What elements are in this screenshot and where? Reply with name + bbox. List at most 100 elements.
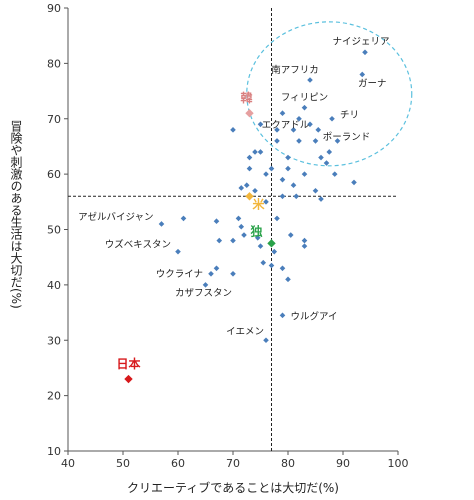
data-point — [238, 185, 245, 191]
x-tick-label: 70 — [226, 457, 240, 470]
data-point — [257, 149, 264, 155]
point-label: チリ — [340, 110, 359, 121]
data-point — [252, 187, 258, 194]
highlighted-data-point — [124, 374, 133, 384]
highlight-label: 独 — [249, 223, 262, 238]
data-point — [213, 218, 220, 224]
data-point — [263, 171, 269, 177]
data-point — [285, 276, 291, 283]
data-point — [285, 154, 291, 161]
point-label: アゼルバイジャン — [78, 211, 153, 223]
data-point — [279, 265, 286, 272]
data-point — [246, 165, 253, 172]
data-point — [216, 237, 223, 244]
data-point — [279, 110, 286, 117]
highlighted-data-point — [245, 192, 254, 201]
y-tick-label: 30 — [47, 334, 61, 347]
points-layer — [124, 49, 368, 384]
data-point — [243, 182, 250, 188]
y-tick-label: 50 — [47, 224, 61, 237]
cluster-ellipse — [246, 21, 413, 167]
point-label: カザフスタン — [175, 288, 232, 299]
x-tick-label: 90 — [336, 457, 350, 470]
x-tick-label: 60 — [171, 457, 185, 470]
point-label: ガーナ — [358, 78, 387, 89]
data-point — [252, 149, 258, 155]
data-point — [230, 271, 236, 277]
data-point — [268, 262, 275, 269]
point-label: 南アフリカ — [271, 64, 319, 76]
data-point — [274, 127, 280, 133]
data-point — [290, 182, 297, 188]
y-tick-label: 70 — [47, 113, 61, 126]
data-point — [301, 171, 308, 177]
highlight-label: 米 — [252, 196, 265, 211]
highlight-label: 日本 — [116, 356, 140, 371]
y-tick-label: 80 — [47, 57, 61, 70]
cluster-ellipse-layer — [246, 21, 413, 167]
data-point — [254, 235, 261, 241]
data-point — [241, 232, 247, 238]
y-tick-label: 40 — [47, 279, 61, 292]
point-label: ウクライナ — [156, 269, 203, 280]
data-point — [312, 138, 319, 144]
data-point — [318, 154, 324, 161]
labeled-data-point — [362, 49, 368, 56]
data-point — [301, 243, 308, 249]
point-label: イエメン — [226, 326, 264, 337]
data-point — [238, 223, 245, 230]
data-point — [312, 187, 319, 194]
data-point — [285, 165, 291, 172]
highlighted-data-point — [245, 109, 254, 118]
data-point — [296, 115, 302, 122]
data-point — [296, 138, 302, 144]
point-label: ウルグアイ — [291, 310, 338, 322]
labeled-data-point — [175, 248, 181, 255]
data-point — [246, 154, 253, 161]
point-label: ポーランド — [323, 132, 371, 143]
labeled-data-point — [334, 138, 341, 144]
labeled-data-point — [307, 77, 313, 83]
data-point — [230, 237, 236, 244]
labeled-data-point — [301, 104, 308, 111]
data-point — [271, 248, 278, 255]
labeled-data-point — [329, 115, 335, 122]
y-axis-title: 冒険や刺激のある生活は大切だ(%) — [9, 120, 23, 309]
data-point — [279, 193, 286, 200]
labels-layer: ナイジェリア南アフリカガーナフィリピンチリエクアドルポーランドアゼルバイジャンウ… — [78, 36, 389, 371]
data-point — [230, 127, 236, 133]
point-label: フィリピン — [281, 93, 328, 104]
data-point — [274, 215, 280, 222]
data-point — [326, 149, 333, 155]
labeled-data-point — [158, 221, 165, 227]
data-point — [263, 199, 269, 205]
axes: 40 50 60 70 80 90 100 10 20 30 40 50 60 70 80 90 — [47, 2, 409, 470]
data-point — [268, 165, 275, 172]
data-point — [301, 237, 308, 244]
data-point — [213, 265, 220, 272]
data-point — [274, 138, 280, 144]
y-tick-label: 10 — [47, 445, 61, 458]
x-tick-label: 80 — [281, 457, 295, 470]
labeled-data-point — [202, 282, 209, 288]
highlighted-data-point — [267, 239, 276, 248]
x-tick-label: 50 — [116, 457, 130, 470]
y-tick-label: 60 — [47, 168, 61, 181]
data-point — [180, 215, 187, 222]
x-tick-label: 40 — [61, 457, 75, 470]
x-tick-label: 100 — [388, 457, 409, 470]
point-label: ナイジェリア — [332, 36, 389, 47]
reference-lines — [68, 8, 398, 451]
data-point — [260, 259, 267, 266]
point-label: ウズベキスタン — [105, 239, 171, 251]
data-point — [287, 232, 294, 238]
data-point — [331, 171, 338, 177]
data-point — [257, 243, 264, 249]
data-point — [235, 215, 242, 222]
data-point — [323, 160, 330, 166]
point-label: エクアドル — [262, 120, 310, 131]
data-point — [293, 193, 300, 200]
x-axis-title: クリエーティブであることは大切だ(%) — [127, 480, 339, 495]
labeled-data-point — [290, 127, 297, 133]
